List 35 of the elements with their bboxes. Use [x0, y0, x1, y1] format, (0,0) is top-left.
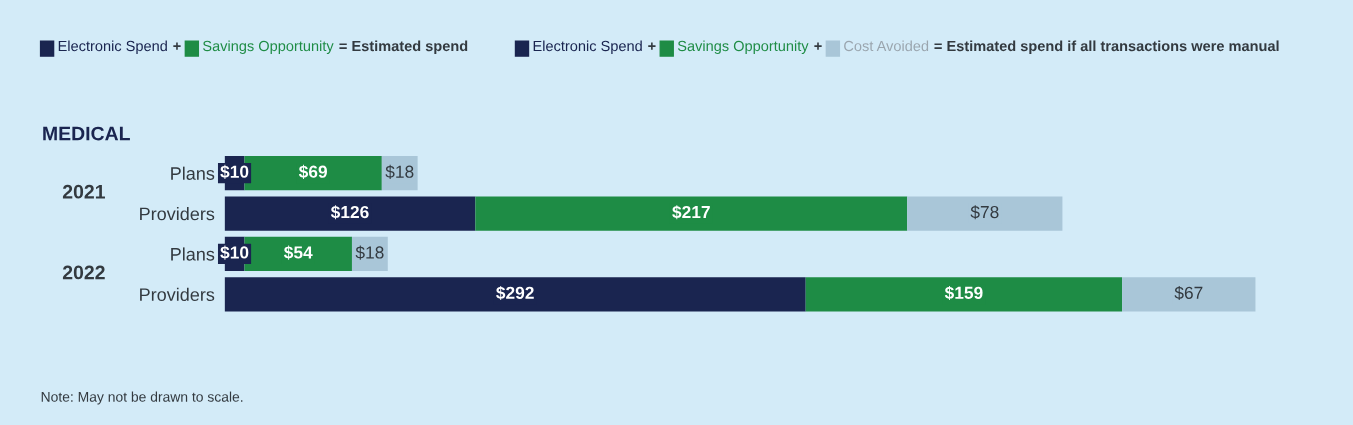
data-label: $126: [330, 205, 369, 220]
legend-label: Electronic Spend: [533, 40, 642, 55]
bar: [224, 196, 476, 231]
legend-label: Cost Avoided: [844, 40, 929, 52]
text: Estimated spend: [352, 40, 468, 55]
text: Savings Opportunity: [677, 40, 809, 55]
text: =: [934, 43, 942, 49]
data-label: $159: [944, 285, 983, 301]
y-tick-label: Providers: [140, 287, 215, 302]
text: +: [648, 42, 656, 50]
bar: [224, 277, 806, 312]
chart-title: MEDICAL: [43, 126, 130, 141]
y-tick-label: Plans: [171, 166, 215, 180]
data-label: $18: [385, 164, 414, 179]
bar: [475, 196, 908, 231]
text: +: [814, 42, 822, 50]
data-label: $78: [970, 205, 999, 220]
text: Note: May not be drawn to scale.: [41, 391, 243, 405]
data-label: $18: [355, 245, 384, 260]
text: =: [339, 43, 347, 49]
text: +: [173, 42, 181, 50]
legend-label: Savings Opportunity: [203, 40, 334, 55]
bar: [907, 196, 1063, 231]
bar: [805, 277, 1123, 312]
data-label: $54: [283, 245, 313, 260]
y-tick-label: Plans: [171, 247, 215, 261]
text: 2021: [62, 184, 105, 199]
text: 2022: [62, 265, 105, 280]
data-label: $67: [1174, 285, 1203, 301]
text: Estimated spend if all transactions were manual: [947, 40, 1279, 55]
text: Electronic Spend: [58, 40, 167, 55]
data-label: $217: [672, 205, 710, 220]
data-label: $292: [496, 285, 534, 301]
data-label: $69: [298, 164, 327, 179]
y-tick-label: Providers: [140, 207, 215, 221]
